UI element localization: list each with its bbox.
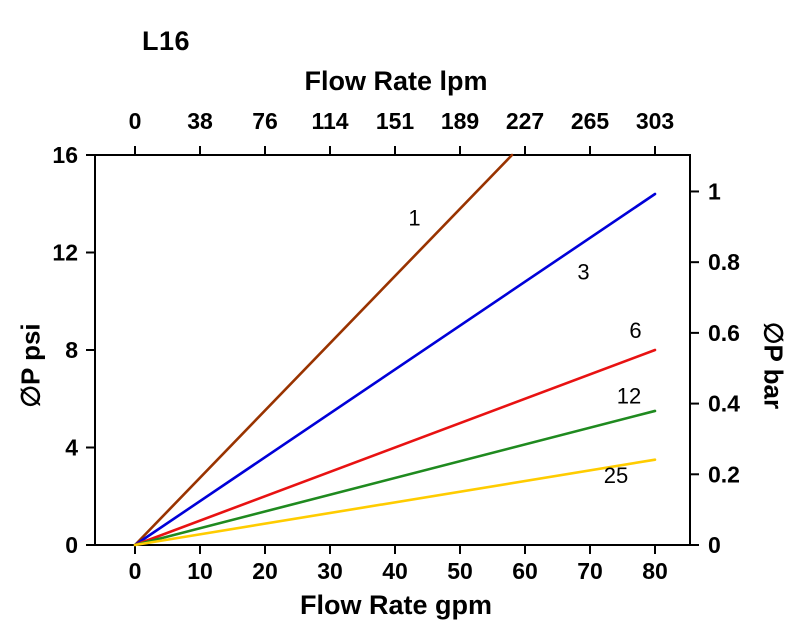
x-top-tick-label: 38 (187, 108, 213, 134)
x-top-tick-label: 151 (376, 108, 415, 134)
x-bottom-tick-label: 30 (317, 558, 343, 584)
y-right-tick-label: 0.6 (708, 320, 740, 346)
x-bottom-tick-label: 80 (642, 558, 668, 584)
y-right-tick-label: 0 (708, 532, 721, 558)
series-label-1: 1 (408, 206, 420, 231)
series-line-25 (133, 458, 657, 547)
series-label-3: 3 (577, 259, 589, 284)
y-left-tick-label: 8 (65, 337, 78, 363)
y-right-axis-title: ∅P bar (758, 321, 789, 410)
y-left-tick-label: 4 (65, 435, 78, 461)
chart-title: L16 (142, 26, 191, 56)
x-bottom-axis-title: Flow Rate gpm (299, 590, 492, 620)
x-bottom-tick-label: 50 (447, 558, 473, 584)
x-bottom-tick-label: 60 (512, 558, 538, 584)
y-left-tick-label: 16 (52, 142, 78, 168)
x-bottom-tick-label: 0 (129, 558, 142, 584)
series-line-3 (133, 192, 657, 547)
y-right-tick-label: 0.4 (708, 391, 740, 417)
x-bottom-tick-label: 40 (382, 558, 408, 584)
x-top-tick-label: 265 (571, 108, 610, 134)
x-top-tick-label: 227 (506, 108, 544, 134)
series-label-12: 12 (617, 384, 641, 409)
x-top-tick-label: 0 (129, 108, 142, 134)
x-bottom-tick-label: 10 (187, 558, 213, 584)
y-left-tick-label: 12 (52, 240, 78, 266)
series-label-25: 25 (604, 463, 628, 488)
x-bottom-tick-label: 20 (252, 558, 278, 584)
y-right-tick-label: 0.8 (708, 249, 740, 275)
x-top-tick-label: 189 (441, 108, 479, 134)
y-right-tick-label: 0.2 (708, 461, 740, 487)
y-left-tick-label: 0 (65, 532, 78, 558)
x-top-tick-label: 76 (252, 108, 278, 134)
y-left-axis-title: ∅P psi (15, 323, 46, 408)
x-top-axis-title: Flow Rate lpm (304, 66, 488, 96)
series-line-6 (133, 348, 657, 547)
x-bottom-tick-label: 70 (577, 558, 603, 584)
series-label-6: 6 (629, 318, 641, 343)
y-right-tick-label: 1 (708, 178, 721, 204)
x-top-tick-label: 114 (311, 108, 348, 134)
series-line-12 (133, 409, 657, 547)
x-top-tick-label: 303 (636, 108, 674, 134)
plot-border (94, 154, 691, 546)
series-line-1 (133, 153, 514, 547)
